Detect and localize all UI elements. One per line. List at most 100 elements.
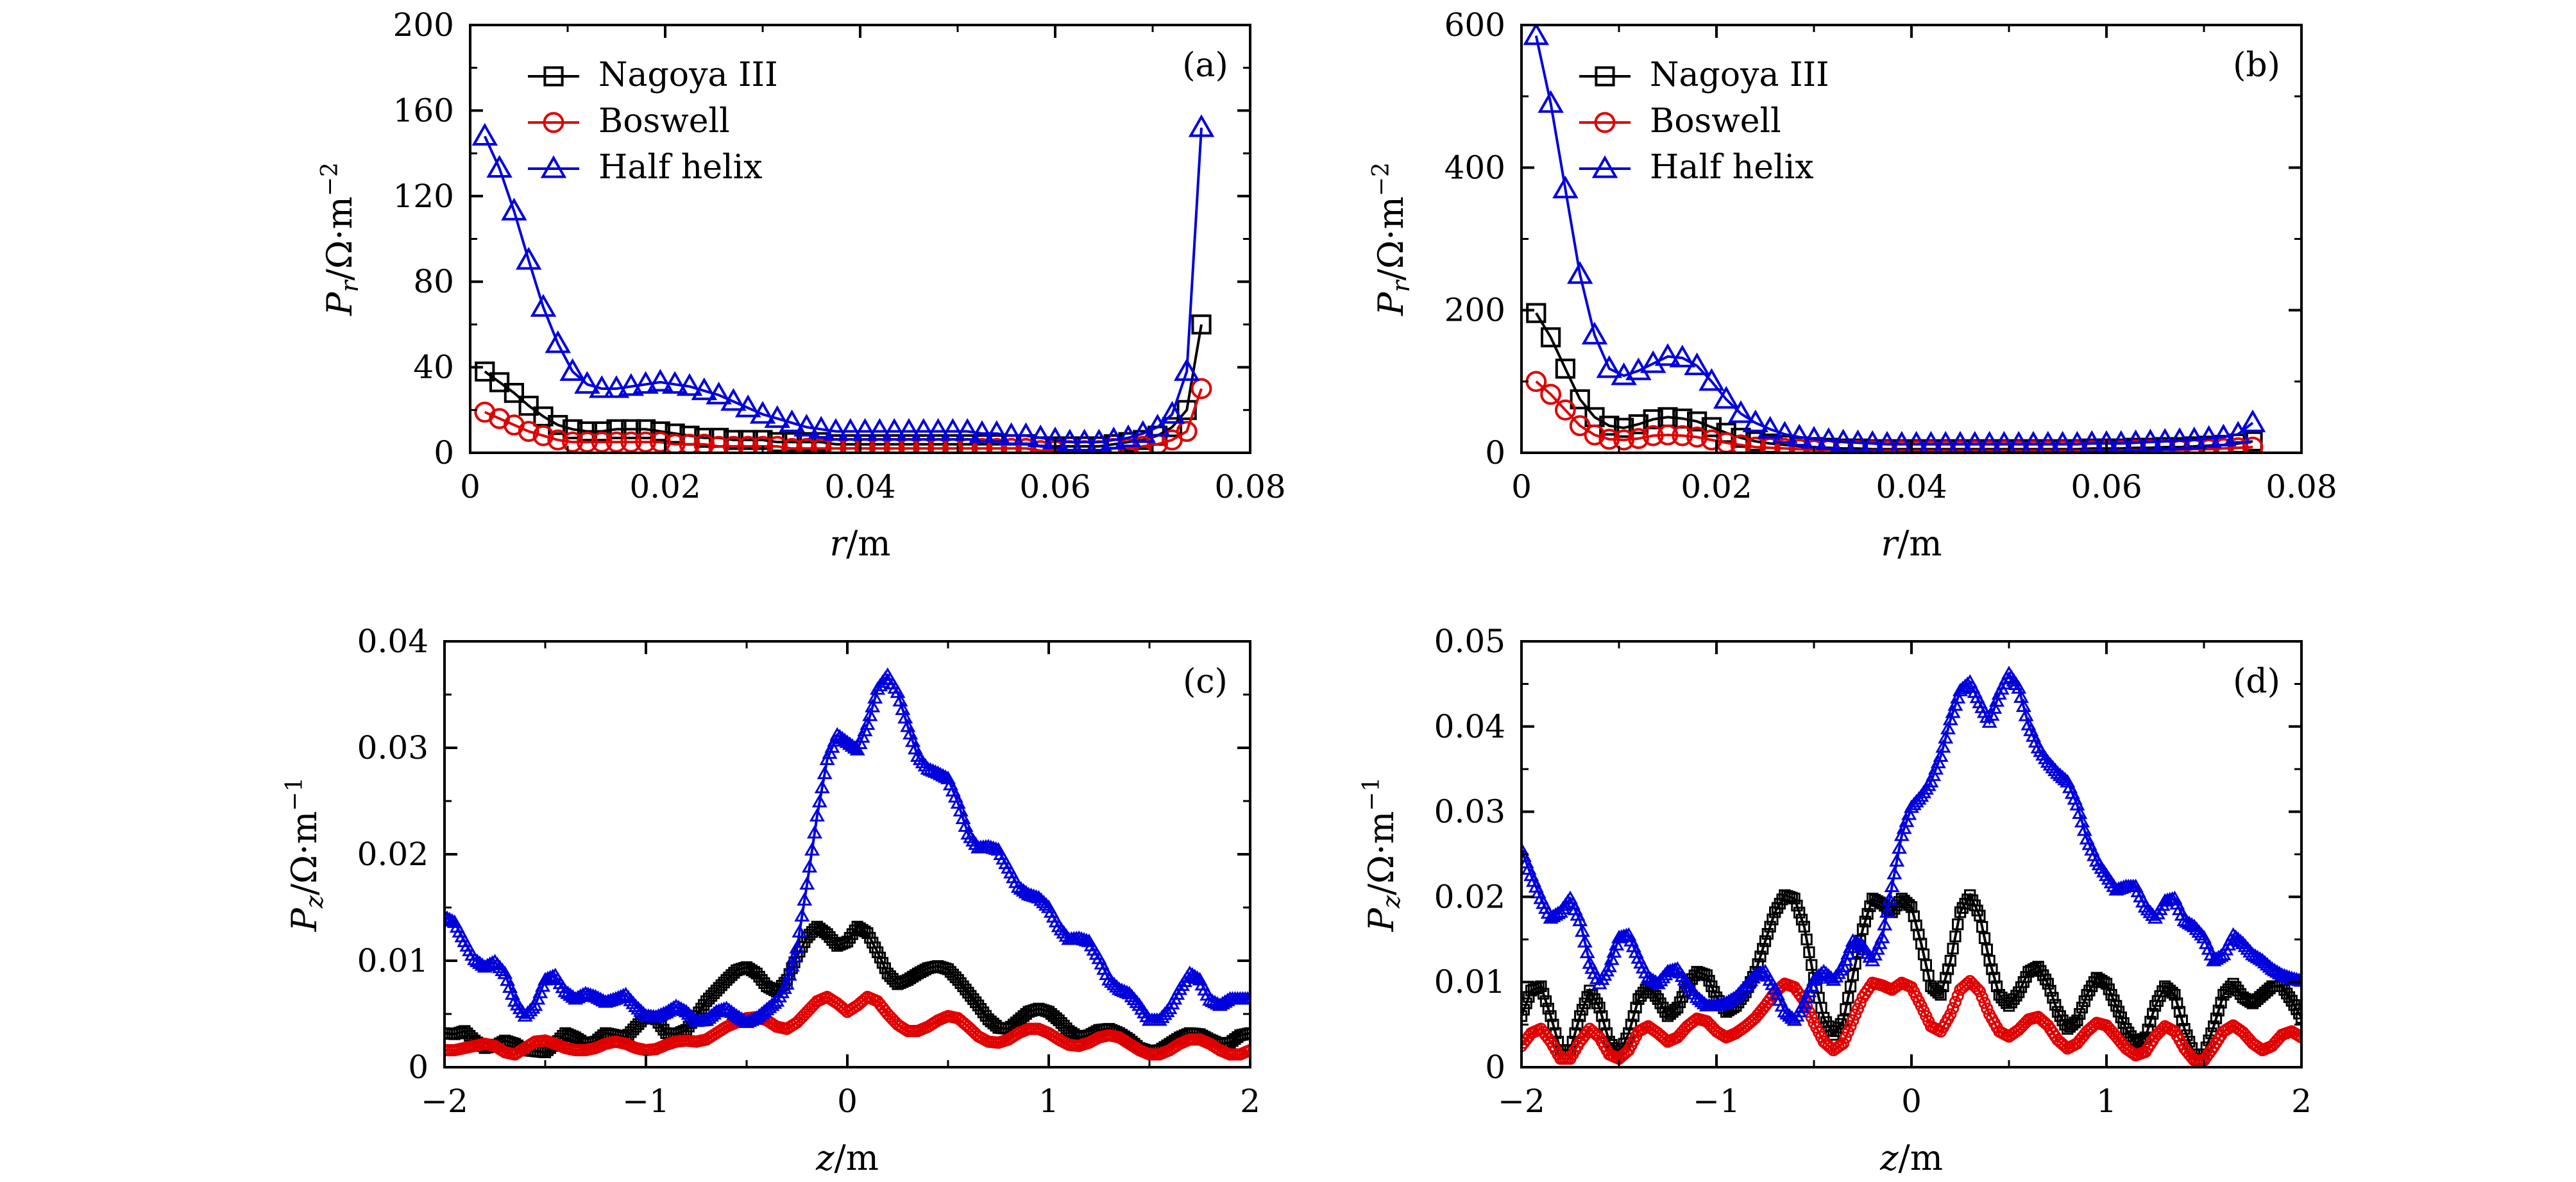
data-point [618,373,645,396]
legend-marker [543,66,564,87]
legend-marker [543,112,564,133]
data-point [1579,944,1595,958]
data-point [720,388,747,411]
data-point [1521,1040,1528,1052]
data-point [1038,897,1055,911]
data-point [628,998,644,1012]
data-point [2137,428,2164,452]
data-point [1581,321,1608,345]
data-point [1613,429,1635,451]
panel-d: −2 −1 0 1 2 0 0.01 0.02 0.03 0.04 0.05 z/m Pz/Ω·m−1 (… [1359,623,2312,1178]
data-point [606,419,627,439]
data-point [1988,693,2005,707]
data-point [862,707,878,722]
data-point [808,416,835,439]
data-point [1851,1002,1864,1015]
data-point [636,419,656,439]
data-point [620,431,642,453]
data-point [1030,440,1051,453]
data-point [779,409,805,432]
data-point [2210,1012,2223,1025]
data-point [1173,358,1200,381]
y-tick-label: 0.02 [1434,878,1505,915]
data-point [1859,915,1871,928]
data-point [661,371,688,394]
data-point [588,375,615,398]
data-point [1628,414,1649,435]
data-point [1795,913,1808,926]
data-point [1657,424,1679,446]
data-point [2255,952,2271,967]
data-point [811,793,827,807]
data-point [814,779,830,793]
data-point [2057,772,2073,786]
data-point [1894,827,1910,841]
data-point [1574,923,1591,937]
data-point [1801,933,1813,945]
data-point [1593,1001,1606,1014]
data-point [683,1008,699,1022]
data-point [2151,428,2178,451]
legend-label: Half helix [598,148,763,187]
data-point [1535,980,1547,992]
data-point [2044,984,2056,997]
data-point [1614,418,1634,438]
data-point [1830,428,1856,452]
data-point [1642,425,1664,446]
data-point [1976,921,1988,933]
data-point [1901,806,1917,820]
data-point [1598,1018,1611,1031]
data-point [1757,416,1783,439]
panel-label: (a) [1182,46,1228,85]
legend-label: Nagoya III [1650,56,1829,94]
data-point [1808,970,1824,984]
data-point [1742,409,1769,432]
data-point [691,377,718,400]
data-point [708,435,729,453]
data-point [1599,416,1620,436]
data-point [2018,707,2034,722]
data-point [1542,1002,1554,1015]
panel-label: (c) [1183,663,1228,701]
data-point [2257,954,2273,968]
data-point [1803,946,1815,958]
legend-label: Half helix [1650,148,1814,187]
y-axis-label: Pz/Ω·m−1 [1359,777,1405,933]
data-point [482,956,498,970]
data-point [867,418,893,441]
data-point [1981,943,1993,956]
data-point [2210,423,2237,447]
data-point [548,415,568,435]
data-point [1952,682,1969,697]
data-point [1572,1018,1584,1031]
y-tick-label: 120 [393,178,454,215]
data-point [1952,918,1964,931]
series-half-helix [1523,25,2266,453]
data-point [1526,303,1546,323]
data-point [1988,972,2001,984]
x-tick-label: 0.02 [1681,468,1752,505]
y-tick-label: 0.03 [357,729,428,766]
data-point [1244,1043,1250,1057]
data-point [1981,714,1997,728]
data-point [2013,689,2029,703]
data-point [786,949,802,963]
data-point [849,741,865,756]
data-point [706,382,732,405]
data-point [1104,974,1120,988]
data-point [1877,916,1893,931]
data-point [2142,1024,2154,1036]
data-point [1791,899,1803,912]
data-point [1191,314,1212,335]
data-point [1923,773,1939,788]
data-point [1840,1003,1852,1015]
data-point [1842,992,1854,1004]
panel-c: −2 −1 0 1 2 0 0.01 0.02 0.03 0.04 z/m Pz/Ω·m−1 (c) [282,623,1260,1178]
data-point [767,995,783,1009]
data-point [1144,414,1171,437]
data-point [650,431,671,453]
data-point [857,722,873,737]
y-tick-label: 0.01 [357,942,428,979]
data-point [1691,991,1707,1006]
data-point [1596,355,1623,378]
